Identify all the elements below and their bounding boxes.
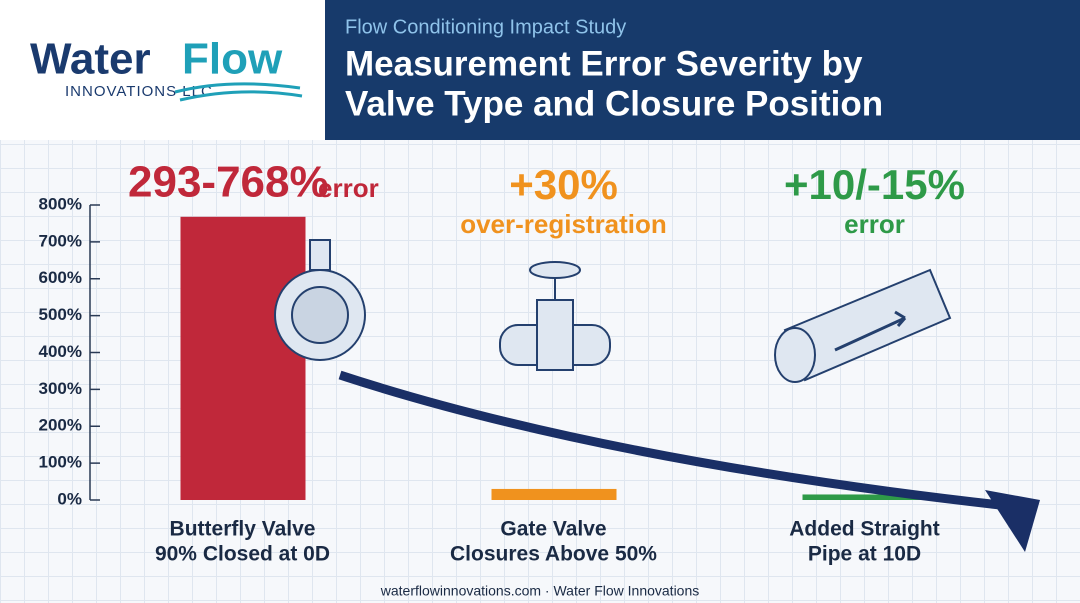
x-tick-label: Added Straight (789, 518, 940, 541)
title: Measurement Error Severity by (345, 44, 863, 83)
bar (491, 488, 617, 500)
subtitle: Flow Conditioning Impact Study (345, 16, 626, 38)
y-tick-label: 300% (39, 379, 82, 398)
x-tick-label: Pipe at 10D (808, 543, 921, 566)
logo-wave (174, 82, 303, 102)
logo-word: Flow (182, 35, 283, 84)
logo-tagline: INNOVATIONS LLC (65, 83, 213, 100)
butterfly-valve-illustration (274, 239, 366, 361)
footer: waterflowinnovations.com · Water Flow In… (380, 583, 700, 599)
pipe-illustration (774, 268, 952, 383)
y-tick-label: 200% (39, 416, 82, 435)
x-tick-label: 90% Closed at 0D (155, 543, 330, 566)
y-tick-label: 800% (39, 194, 82, 213)
y-tick-label: 400% (39, 342, 82, 361)
logo-word: Water (30, 35, 151, 84)
y-tick-label: 500% (39, 305, 82, 324)
annotation: +30% (509, 161, 618, 208)
gate-valve-illustration (499, 261, 611, 371)
bar (802, 494, 928, 500)
trend-arrow (338, 370, 1001, 510)
y-tick-label: 600% (39, 268, 82, 287)
x-tick-label: Butterfly Valve (170, 518, 316, 541)
annotation: 293-768% (128, 158, 329, 207)
y-tick-label: 100% (39, 453, 82, 472)
annotation-note: error (844, 209, 905, 239)
annotation-note: over-registration (460, 209, 667, 239)
bar (180, 216, 306, 501)
title: Valve Type and Closure Position (345, 84, 883, 123)
x-tick-label: Closures Above 50% (450, 543, 657, 566)
trend-arrow-head (985, 490, 1040, 552)
x-tick-label: Gate Valve (500, 518, 606, 541)
header-panel (325, 0, 1080, 140)
annotation: +10/-15% (784, 161, 965, 208)
logo-panel (0, 0, 325, 140)
annotation-note: error (318, 173, 379, 203)
y-tick-label: 700% (39, 231, 82, 250)
y-tick-label: 0% (57, 489, 82, 508)
